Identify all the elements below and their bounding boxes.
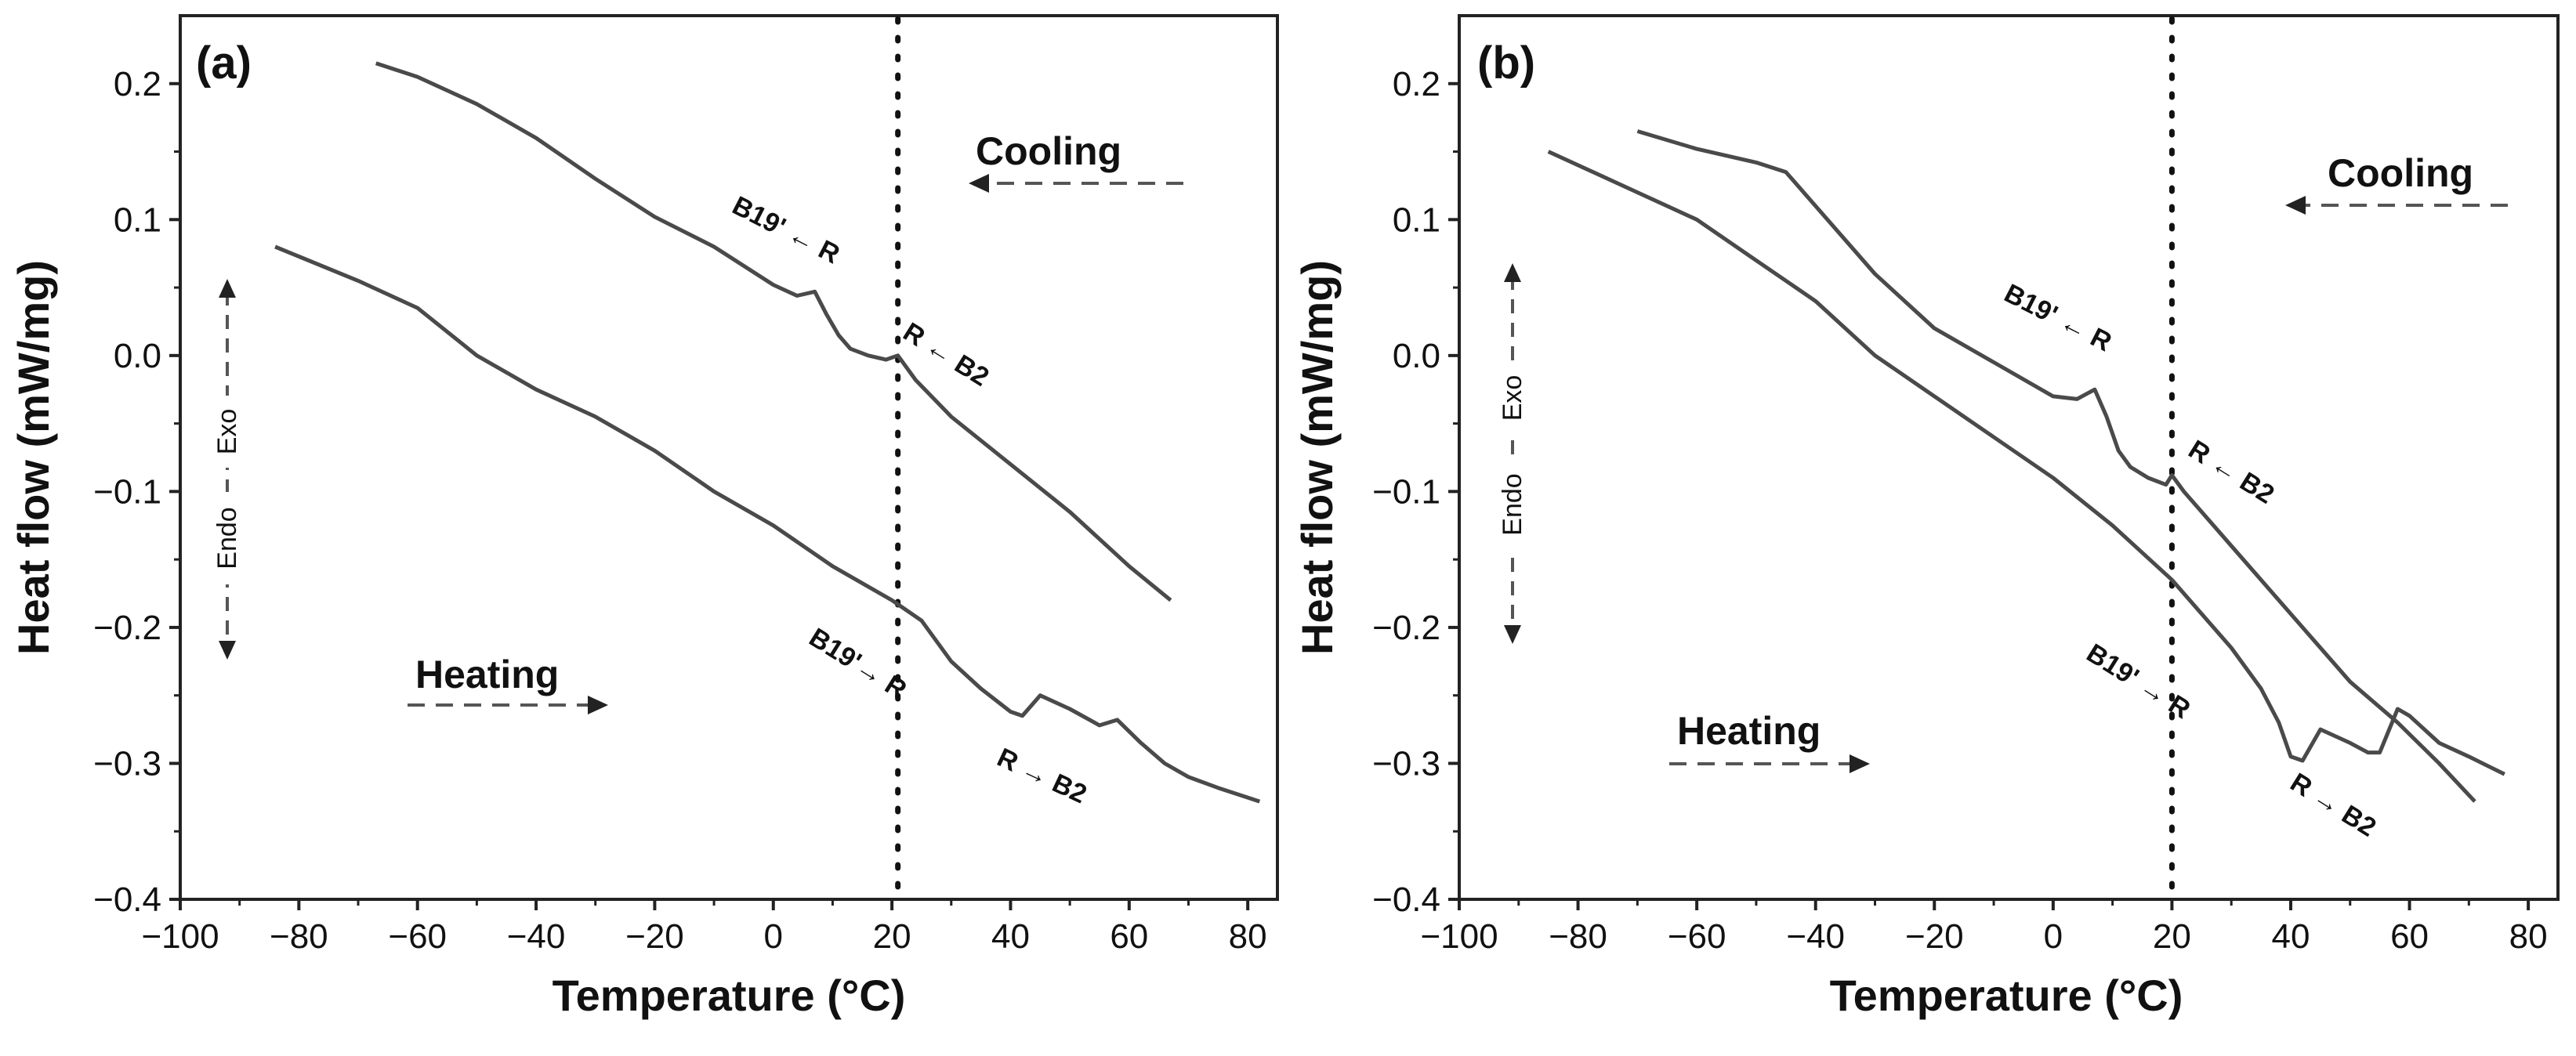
- panel-a-y-tick-label: −0.4: [93, 881, 161, 919]
- panel-a-x-tick-label: −20: [625, 917, 684, 956]
- panel-b-heating-arrowhead: [1850, 754, 1870, 773]
- panel-b-x-tick-label: 40: [2271, 917, 2310, 956]
- panel-b-x-tick-label: −60: [1668, 917, 1726, 956]
- panel-b-b19-to-r-label: B19' → R: [2081, 638, 2196, 725]
- panel-a-x-axis-title: Temperature (°C): [553, 971, 906, 1020]
- panel-a-y-tick-label: 0.1: [114, 201, 161, 239]
- panel-a-chart: −100 −80 −60 −40 −20 0 20 40 60 80 −0.4−0.3−0.2−0…: [9, 14, 1279, 1020]
- panel-a-cooling-curve: [375, 61, 1172, 602]
- panel-a-cooling-arrowhead: [969, 174, 989, 193]
- panel-a-plot-frame: [179, 14, 1279, 901]
- panel-b-y-tick-label: −0.1: [1372, 472, 1440, 511]
- panel-a-x-tick-label: 40: [991, 917, 1030, 956]
- panel-b-x-tick-label: −20: [1905, 917, 1964, 956]
- panel-a-endo-label: Endo: [212, 507, 242, 569]
- panel-b-y-axis-title: Heat flow (mW/mg): [1292, 260, 1342, 655]
- panel-b-x-axis-title: Temperature (°C): [1830, 971, 2183, 1020]
- panel-a-y-tick-label: 0.2: [114, 65, 161, 103]
- panel-a-heating-label: Heating: [415, 653, 559, 696]
- panel-a-y-tick-label: −0.3: [93, 744, 161, 783]
- panel-b-cooling-curve: [1636, 129, 2476, 803]
- panel-a-x-ticks: −100 −80 −60 −40 −20 0 20 40 60 80: [141, 899, 1267, 956]
- panel-b-endo-label: Endo: [1498, 473, 1527, 535]
- panel-b-b19-from-r-label: B19' ← R: [1999, 278, 2116, 357]
- panel-b-x-tick-label: −80: [1549, 917, 1607, 956]
- panel-a-r-from-b2-label: R ← B2: [898, 317, 995, 392]
- panel-b-y-tick-label: 0.1: [1393, 201, 1440, 239]
- panel-a-b19-from-r-label: B19' ← R: [727, 190, 844, 269]
- panel-b-endo-arrowhead: [1504, 625, 1521, 644]
- panel-a-exo-label: Exo: [212, 409, 242, 455]
- panel-a-exo-arrowhead: [219, 279, 236, 298]
- panel-a-y-tick-label: −0.1: [93, 472, 161, 511]
- panel-b-y-tick-label: −0.3: [1372, 744, 1440, 783]
- panel-b-heating-label: Heating: [1677, 709, 1821, 753]
- panel-b-x-ticks: −100 −80 −60 −40 −20 0 20 40 60 80: [1420, 899, 2548, 956]
- panel-b-x-tick-label: 80: [2509, 917, 2548, 956]
- panel-a-y-tick-label: 0.0: [114, 337, 161, 375]
- panel-a-y-axis-title: Heat flow (mW/mg): [9, 260, 58, 655]
- panel-a-cooling-label: Cooling: [976, 129, 1121, 173]
- panel-a-x-tick-label: 0: [764, 917, 783, 956]
- panel-a-x-tick-label: −40: [507, 917, 566, 956]
- panel-b-y-tick-label: 0.2: [1393, 65, 1440, 103]
- panel-a-y-ticks: −0.4 −0.3 −0.2 −0.1 0.0 0.1 0.2: [93, 65, 180, 919]
- panel-a-x-tick-label: −80: [270, 917, 328, 956]
- panel-a-x-tick-label: 60: [1110, 917, 1148, 956]
- panel-b-cooling-arrowhead: [2285, 196, 2306, 215]
- panel-a-b19-to-r-label: B19'→ R: [804, 623, 912, 706]
- panel-a-heating-arrowhead: [588, 696, 608, 714]
- panel-b-x-tick-label: −40: [1786, 917, 1845, 956]
- panel-b-chart: −100 −80 −60 −40 −20 0 20 40 60 80 −0.4−0.3−0.2−0…: [1292, 14, 2560, 1020]
- panel-a-x-tick-label: −100: [141, 917, 219, 956]
- panel-a-r-to-b2-label: R → B2: [993, 743, 1092, 810]
- panel-b-heating-curve: [1547, 150, 2505, 776]
- panel-b-x-tick-label: 0: [2044, 917, 2063, 956]
- panel-b-y-tick-label: 0.0: [1393, 337, 1440, 375]
- panel-b-exo-label: Exo: [1498, 375, 1527, 421]
- panel-b-x-tick-label: 20: [2153, 917, 2191, 956]
- panel-b-y-tick-label: −0.4: [1372, 881, 1440, 919]
- panel-a-y-tick-label: −0.2: [93, 609, 161, 647]
- panel-b-label: (b): [1477, 38, 1535, 89]
- panel-a-x-tick-label: 80: [1229, 917, 1267, 956]
- panel-b-r-from-b2-label: R ← B2: [2183, 435, 2280, 510]
- panel-b-y-ticks: −0.4 −0.3 −0.2 −0.1 0.0 0.1 0.2: [1372, 65, 1459, 919]
- panel-a-x-tick-label: −60: [388, 917, 447, 956]
- panel-a-label: (a): [196, 38, 252, 89]
- panel-b-x-tick-label: 60: [2390, 917, 2429, 956]
- panel-b-plot-frame: [1458, 14, 2560, 901]
- panel-a-endo-arrowhead: [219, 641, 236, 660]
- panel-a-heating-curve: [274, 244, 1261, 804]
- panel-b-r-to-b2-label: R → B2: [2285, 768, 2382, 843]
- panel-b-cooling-label: Cooling: [2328, 151, 2473, 195]
- panel-b-y-tick-label: −0.2: [1372, 609, 1440, 647]
- panel-a-x-tick-label: 20: [873, 917, 911, 956]
- panel-b-exo-arrowhead: [1504, 263, 1521, 282]
- panel-b-x-tick-label: −100: [1420, 917, 1498, 956]
